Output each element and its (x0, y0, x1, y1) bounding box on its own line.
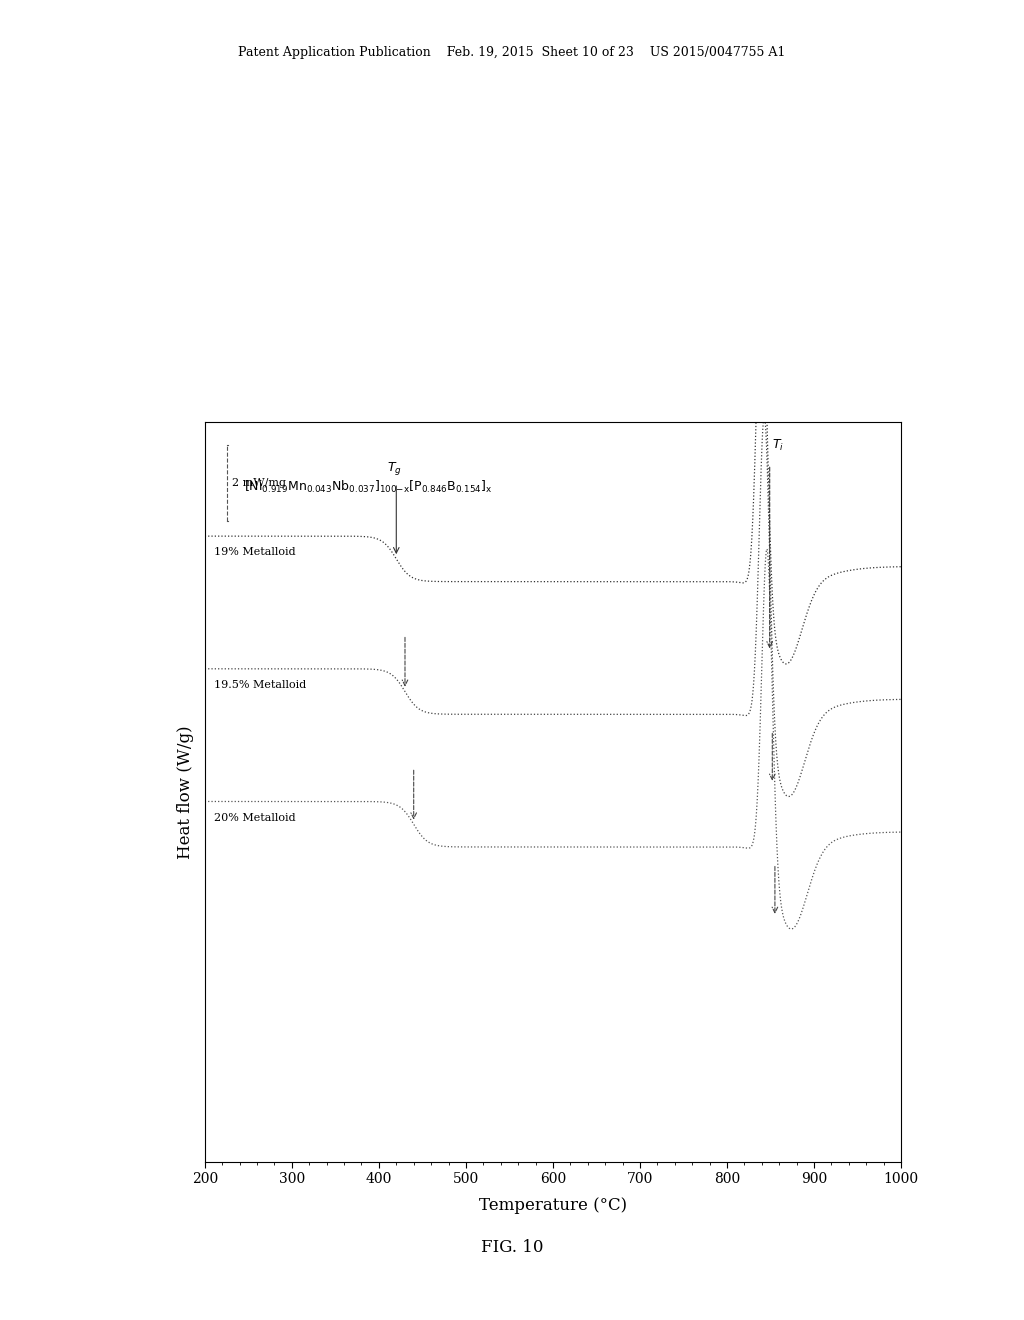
Text: 2 mW/mg: 2 mW/mg (231, 478, 286, 488)
Y-axis label: Heat flow (W/g): Heat flow (W/g) (177, 725, 194, 859)
Text: FIG. 10: FIG. 10 (480, 1239, 544, 1255)
Text: Patent Application Publication    Feb. 19, 2015  Sheet 10 of 23    US 2015/00477: Patent Application Publication Feb. 19, … (239, 46, 785, 59)
X-axis label: Temperature (°C): Temperature (°C) (479, 1197, 627, 1214)
Text: $T_i$: $T_i$ (772, 438, 784, 453)
Text: $[\mathrm{Ni}_{0.919}\mathrm{Mn}_{0.043}\mathrm{Nb}_{0.037}]_{100\mathrm{-x}}[\m: $[\mathrm{Ni}_{0.919}\mathrm{Mn}_{0.043}… (244, 479, 493, 495)
Text: 19.5% Metalloid: 19.5% Metalloid (214, 680, 306, 690)
Text: 20% Metalloid: 20% Metalloid (214, 813, 295, 822)
Text: $T_g$: $T_g$ (387, 461, 402, 478)
Text: 19% Metalloid: 19% Metalloid (214, 548, 295, 557)
